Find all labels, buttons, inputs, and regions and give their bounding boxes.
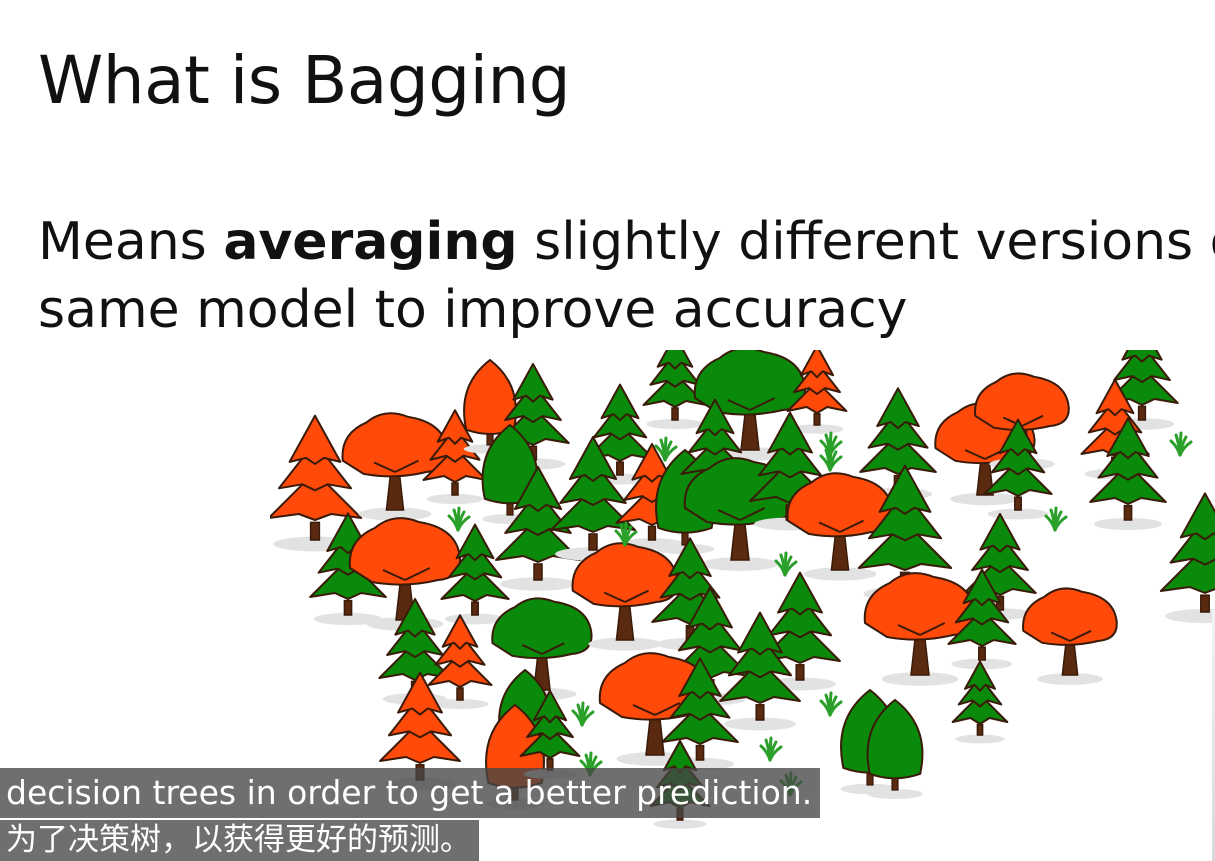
tree-icon-1 <box>270 414 363 552</box>
tree-icon-40 <box>1022 587 1118 685</box>
body-line-1-prefix: Means <box>38 212 224 272</box>
body-line-1: Means averaging slightly different versi… <box>38 208 1215 276</box>
tree-icon-38 <box>863 572 977 686</box>
edge-divider <box>1212 610 1215 861</box>
tree-icon-9 <box>786 350 848 434</box>
grass-icon-6 <box>1169 431 1193 457</box>
tree-icon-16 <box>1089 417 1167 531</box>
tree-icon-23 <box>683 457 797 571</box>
subtitle-english: decision trees in order to get a better … <box>0 768 821 818</box>
tree-icon-30 <box>440 523 510 625</box>
tree-icon-34 <box>571 542 679 651</box>
body-line-1-suffix: slightly different versions of the <box>534 212 1215 272</box>
subtitle-chinese: 为了决策树，以获得更好的预测。 <box>0 820 479 861</box>
tree-icon-7 <box>642 350 708 430</box>
grass-icon-9 <box>819 691 843 717</box>
tree-icon-15 <box>983 418 1053 520</box>
tree-icon-50 <box>866 698 924 799</box>
tree-icon-33 <box>491 597 593 701</box>
tree-icon-3 <box>422 409 488 505</box>
grass-icon-8 <box>571 701 595 727</box>
tree-icon-25 <box>786 472 894 581</box>
grass-icon-2 <box>614 521 638 547</box>
grass-icon-13 <box>819 446 843 472</box>
tree-icon-45 <box>661 657 739 771</box>
slide-body: Means averaging slightly different versi… <box>38 208 1215 344</box>
tree-icon-2 <box>341 412 449 521</box>
tree-icon-39 <box>947 568 1017 670</box>
slide-title: What is Bagging <box>38 42 571 119</box>
tree-icon-6 <box>585 383 655 485</box>
grass-icon-3 <box>654 436 678 462</box>
tree-icon-32 <box>427 614 493 710</box>
grass-icon-7 <box>774 551 798 577</box>
tree-icon-41 <box>1159 492 1215 624</box>
tree-icon-51 <box>951 660 1009 744</box>
grass-icon-1 <box>447 506 471 532</box>
body-emphasis: averaging <box>223 212 518 272</box>
tree-icon-44 <box>719 611 801 731</box>
tree-icon-18 <box>495 466 581 591</box>
grass-icon-11 <box>759 736 783 762</box>
body-line-2: same model to improve accuracy <box>38 280 908 340</box>
grass-icon-5 <box>1044 506 1068 532</box>
